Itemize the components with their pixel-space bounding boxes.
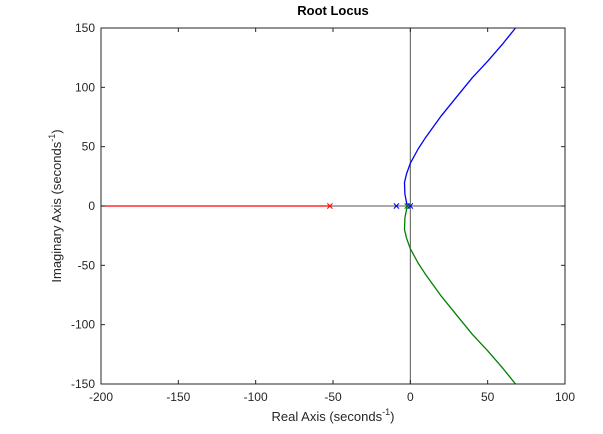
pole-markers [326,203,414,209]
y-axis-label: Imaginary Axis (seconds-1) [47,129,64,282]
x-tick-label: 0 [407,390,414,404]
y-axis-label-text: Imaginary Axis (seconds [49,141,64,282]
y-tick-label: -50 [78,258,96,272]
y-tick-label: -150 [71,377,95,391]
locus-branch-3 [403,205,517,385]
y-tick-label: 150 [75,21,95,35]
y-axis-label-close: ) [49,129,64,133]
axis-ticks: -200 -150 -100 -50 0 50 100-150-100-5005010015… [71,21,575,404]
x-axis-label-text: Real Axis (seconds [272,409,383,424]
x-axis-label-close: ) [390,409,394,424]
x-tick-label: 50 [481,390,495,404]
pole-marker-4 [407,203,414,209]
x-axis-label-sup: -1 [382,407,390,417]
locus-branches [101,27,517,385]
locus-branch-2 [403,27,517,207]
x-tick-label: -200 [89,390,113,404]
pole-marker-1 [326,203,333,209]
y-tick-label: 50 [82,140,96,154]
chart-title: Root Locus [297,3,369,18]
y-tick-label: 100 [75,80,95,94]
y-tick-label: 0 [88,199,95,213]
x-tick-label: -150 [166,390,190,404]
x-tick-label: 100 [555,390,575,404]
pole-marker-2 [393,203,400,209]
x-axis-label: Real Axis (seconds-1) [272,407,395,424]
y-axis-label-sup: -1 [47,134,57,142]
y-tick-label: -100 [71,318,95,332]
x-tick-label: -50 [324,390,342,404]
x-tick-label: -100 [244,390,268,404]
